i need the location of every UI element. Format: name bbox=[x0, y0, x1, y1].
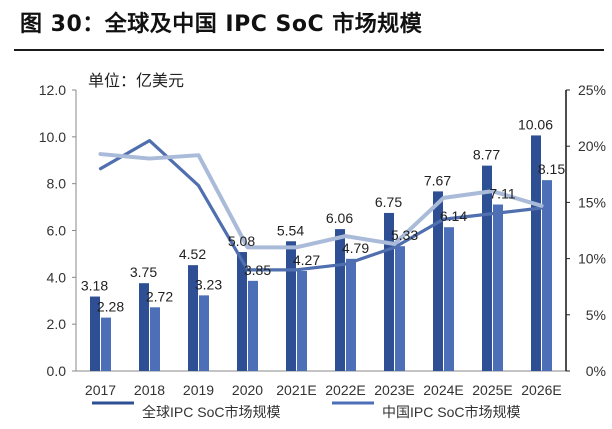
labels-layer: 3.18 2.28 3.75 2.72 4.52 3.23 5.08 3.85 5.54 4.27… bbox=[81, 116, 565, 314]
global-growth-line bbox=[98, 138, 544, 272]
category-label: 2020 bbox=[232, 382, 263, 398]
category-label: 2023E bbox=[374, 382, 414, 398]
legend-label: 全球IPC SoC市场规模 bbox=[142, 404, 280, 420]
global-bar bbox=[335, 229, 345, 371]
global-bar bbox=[531, 135, 541, 371]
global-value-label: 3.75 bbox=[130, 264, 157, 280]
china-bar bbox=[493, 204, 503, 371]
china-value-label: 5.33 bbox=[391, 227, 418, 243]
global-value-label: 5.08 bbox=[228, 233, 255, 249]
global-value-label: 5.54 bbox=[277, 222, 304, 238]
china-bar bbox=[444, 227, 454, 371]
global-bar bbox=[139, 283, 149, 371]
china-bar bbox=[150, 307, 160, 371]
china-bar bbox=[542, 180, 552, 371]
china-bar bbox=[101, 317, 111, 371]
left-tick-label: 0.0 bbox=[47, 363, 67, 379]
bars-layer bbox=[90, 135, 552, 371]
axes-layer: 0.0 2.0 4.0 6.0 8.0 10.0 12.0 0% 5% 10% 15% 20% 25% 2… bbox=[39, 82, 606, 398]
china-value-label: 4.79 bbox=[342, 240, 369, 256]
global-value-label: 4.52 bbox=[179, 246, 206, 262]
global-bar bbox=[237, 252, 247, 371]
china-bar bbox=[297, 271, 307, 371]
category-label: 2017 bbox=[85, 382, 116, 398]
china-value-label: 2.72 bbox=[146, 288, 173, 304]
title-bar: 图 30：全球及中国 IPC SoC 市场规模 bbox=[0, 0, 612, 51]
global-value-label: 8.77 bbox=[473, 147, 500, 163]
china-bar bbox=[248, 280, 258, 371]
category-label: 2026E bbox=[521, 382, 561, 398]
left-tick-label: 4.0 bbox=[47, 269, 67, 285]
china-bar bbox=[395, 246, 405, 371]
china-value-label: 2.28 bbox=[97, 299, 124, 315]
china-bar bbox=[346, 258, 356, 371]
right-tick-label: 20% bbox=[578, 138, 606, 154]
category-label: 2021E bbox=[276, 382, 316, 398]
left-tick-label: 10.0 bbox=[39, 129, 66, 145]
category-label: 2018 bbox=[134, 382, 165, 398]
china-value-label: 3.23 bbox=[195, 276, 222, 292]
left-tick-label: 2.0 bbox=[47, 316, 67, 332]
right-tick-label: 0% bbox=[586, 363, 606, 379]
figure-title: 图 30：全球及中国 IPC SoC 市场规模 bbox=[20, 12, 423, 37]
unit-label: 单位：亿美元 bbox=[88, 71, 184, 90]
global-value-label: 6.75 bbox=[375, 194, 402, 210]
bar-line-chart: 0.0 2.0 4.0 6.0 8.0 10.0 12.0 0% 5% 10% 15% 20% 25% 2… bbox=[39, 71, 606, 420]
category-label: 2019 bbox=[183, 382, 214, 398]
global-bar bbox=[286, 241, 296, 371]
china-value-label: 7.11 bbox=[489, 186, 515, 202]
global-value-label: 3.18 bbox=[81, 278, 108, 294]
right-tick-label: 5% bbox=[586, 307, 606, 323]
china-bar bbox=[199, 295, 209, 371]
legend: 全球IPC SoC市场规模 中国IPC SoC市场规模 bbox=[92, 401, 520, 420]
title-divider bbox=[14, 49, 604, 51]
global-bar bbox=[188, 265, 198, 371]
lines-layer bbox=[98, 138, 544, 272]
left-tick-label: 8.0 bbox=[47, 176, 67, 192]
china-value-label: 6.14 bbox=[440, 208, 467, 224]
global-bar bbox=[90, 296, 100, 371]
category-label: 2025E bbox=[472, 382, 512, 398]
legend-label: 中国IPC SoC市场规模 bbox=[382, 404, 520, 420]
global-value-label: 6.06 bbox=[326, 210, 353, 226]
left-tick-label: 12.0 bbox=[39, 82, 66, 98]
china-value-label: 8.15 bbox=[538, 161, 565, 177]
left-tick-label: 6.0 bbox=[47, 223, 67, 239]
china-growth-line bbox=[98, 152, 544, 250]
category-label: 2022E bbox=[325, 382, 365, 398]
global-bar bbox=[384, 212, 394, 371]
category-label: 2024E bbox=[423, 382, 463, 398]
global-value-label: 7.67 bbox=[424, 172, 451, 188]
global-bar bbox=[482, 165, 492, 371]
china-value-label: 3.85 bbox=[244, 262, 271, 278]
global-bar bbox=[433, 191, 443, 371]
right-tick-label: 15% bbox=[578, 194, 606, 210]
global-value-label: 10.06 bbox=[518, 116, 553, 132]
china-value-label: 4.27 bbox=[293, 252, 320, 268]
right-tick-label: 10% bbox=[578, 251, 606, 267]
right-tick-label: 25% bbox=[578, 82, 606, 98]
